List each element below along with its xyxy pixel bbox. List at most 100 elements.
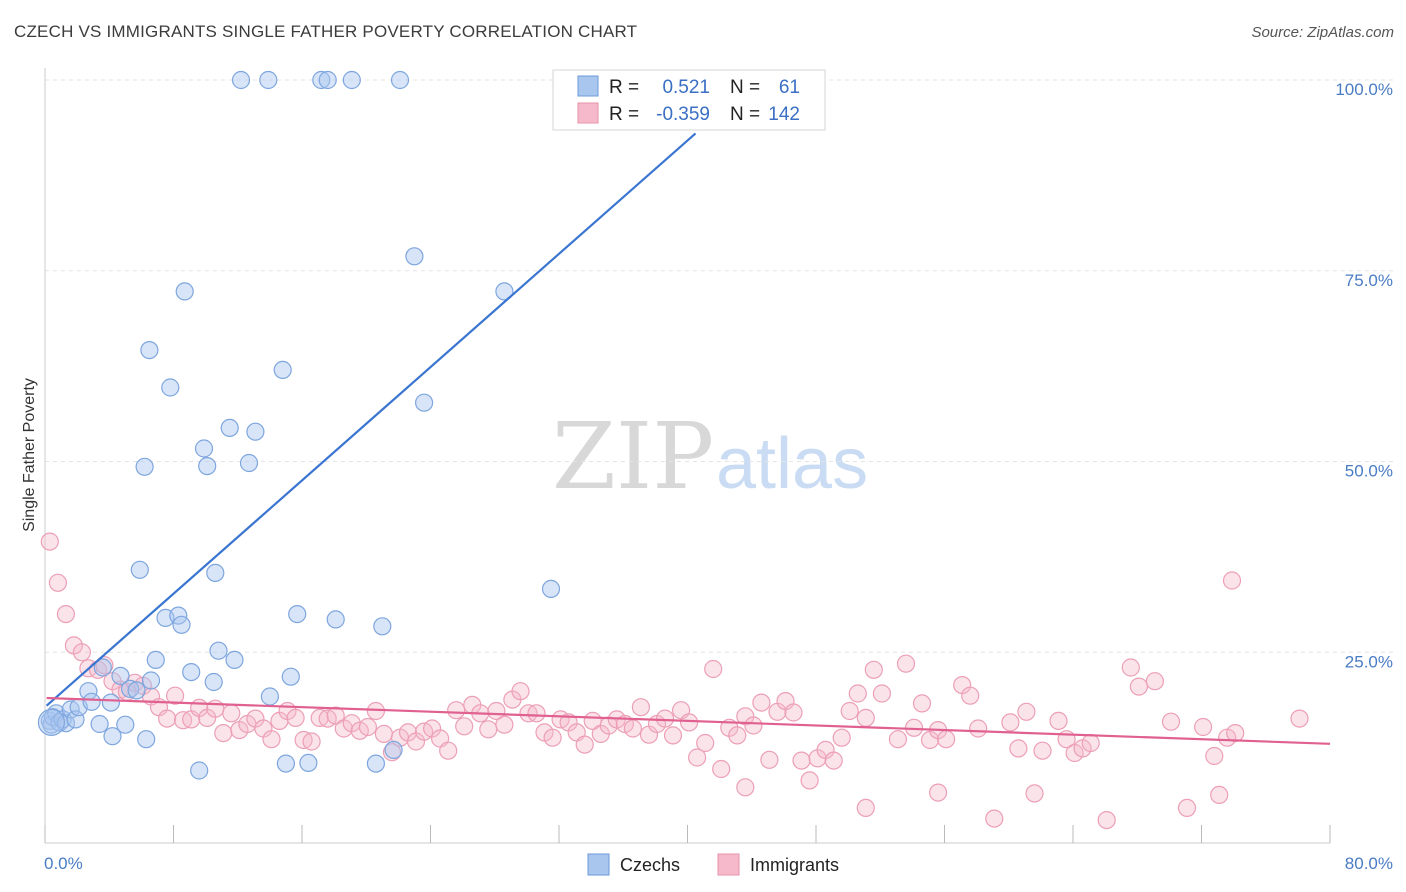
legend-r-label-immigrants: R = [609, 104, 639, 125]
immigrants-point [1205, 746, 1224, 766]
czechs-point [101, 693, 121, 712]
immigrants-point [985, 809, 1004, 828]
x-tick-label-min: 0.0% [44, 854, 83, 873]
immigrants-point [158, 709, 177, 728]
trend-lines [45, 132, 1331, 745]
czechs-point [116, 715, 135, 734]
czechs-point [220, 418, 239, 437]
czechs-point [390, 70, 410, 90]
immigrants-point [72, 643, 92, 662]
czechs-point [373, 617, 392, 636]
bottom-legend-label-czechs: Czechs [620, 855, 680, 875]
czechs-point-cluster [37, 708, 66, 737]
czechs-point [82, 692, 101, 711]
immigrants-point [856, 798, 875, 818]
immigrants-point [1017, 702, 1036, 721]
immigrants-point [784, 703, 803, 722]
immigrants-point [760, 750, 779, 769]
immigrants-point [439, 741, 458, 760]
czechs-point [161, 378, 180, 397]
czechs-point [288, 604, 307, 624]
immigrants-point [1121, 658, 1140, 677]
immigrants-point [479, 720, 498, 739]
x-tick-label-max: 80.0% [1345, 854, 1393, 873]
immigrants-point [1226, 723, 1245, 743]
immigrants-point [48, 573, 68, 592]
source-label: Source: ZipAtlas.com [1251, 24, 1394, 41]
y-tick-label: 25.0% [1345, 652, 1393, 671]
immigrants-point [736, 778, 755, 797]
immigrants-point [752, 693, 771, 712]
immigrants-point [696, 733, 715, 753]
y-tick-label: 100.0% [1335, 80, 1393, 99]
immigrants-point [872, 684, 892, 703]
czechs-point [121, 679, 140, 699]
watermark: ZIP atlas [552, 403, 868, 510]
legend-n-label-czechs: N = [730, 77, 760, 98]
immigrants-point [447, 701, 466, 720]
immigrants-point [896, 654, 916, 673]
immigrants-point [1177, 798, 1197, 818]
czechs-point [415, 393, 434, 412]
immigrants-point [1033, 741, 1052, 760]
immigrants-point [575, 735, 594, 754]
immigrants-point [856, 708, 875, 728]
immigrants-point [1001, 713, 1020, 732]
legend-r-label-czechs: R = [609, 77, 639, 98]
immigrants-point [286, 708, 305, 728]
czechs-point [225, 650, 244, 670]
legend-r-value-czechs: 0.521 [662, 77, 710, 98]
czechs-points [37, 70, 561, 780]
legend-swatch-czechs [577, 75, 599, 97]
czechs-point [111, 666, 130, 686]
czechs-point [318, 70, 337, 90]
czechs-point [366, 754, 385, 773]
czechs-point [405, 247, 424, 266]
immigrants-point [840, 701, 859, 721]
czechs-point [299, 753, 318, 773]
y-axis-label: Single Father Poverty [21, 378, 38, 532]
immigrants-point [1081, 733, 1100, 753]
immigrants-point [358, 717, 377, 737]
immigrants-point [704, 659, 723, 679]
immigrants-point [631, 698, 651, 717]
czechs-point [198, 457, 217, 476]
immigrants-point [969, 719, 988, 738]
immigrants-point [543, 728, 562, 747]
immigrants-points [40, 532, 1309, 830]
immigrants-point [1009, 739, 1028, 758]
immigrants-point [912, 694, 932, 713]
immigrants-point [1145, 672, 1165, 691]
immigrants-point [511, 682, 530, 701]
immigrants-point [888, 730, 908, 749]
watermark-atlas: atlas [716, 424, 868, 504]
czechs-point [175, 282, 194, 301]
immigrants-point [1290, 709, 1309, 728]
immigrants-point [663, 726, 683, 745]
czechs-point [182, 662, 201, 682]
immigrants-trend-line [46, 696, 1331, 745]
czechs-point [276, 754, 295, 773]
series-legend: Czechs Immigrants [587, 853, 839, 876]
immigrants-point [374, 724, 393, 744]
stats-legend: R = 0.521 N = 61 R = -0.359 N = 142 [552, 69, 826, 131]
bottom-legend-swatch-immigrants [717, 853, 740, 876]
czechs-point [260, 687, 279, 706]
immigrants-point [56, 604, 76, 624]
immigrants-point [1129, 677, 1149, 696]
czechs-point [246, 422, 265, 441]
y-tick-label: 50.0% [1345, 462, 1393, 481]
immigrants-point [40, 532, 59, 551]
immigrants-point [728, 726, 747, 745]
immigrants-point [712, 759, 731, 779]
bottom-legend-swatch-czechs [587, 853, 610, 876]
immigrants-point [792, 751, 811, 770]
czechs-point [541, 579, 561, 599]
czechs-point [103, 727, 122, 746]
immigrants-point [744, 716, 763, 735]
czechs-point [141, 671, 161, 690]
czechs-point [204, 672, 223, 692]
czechs-point [135, 457, 154, 476]
czechs-point [231, 70, 251, 90]
czechs-point [312, 70, 331, 90]
